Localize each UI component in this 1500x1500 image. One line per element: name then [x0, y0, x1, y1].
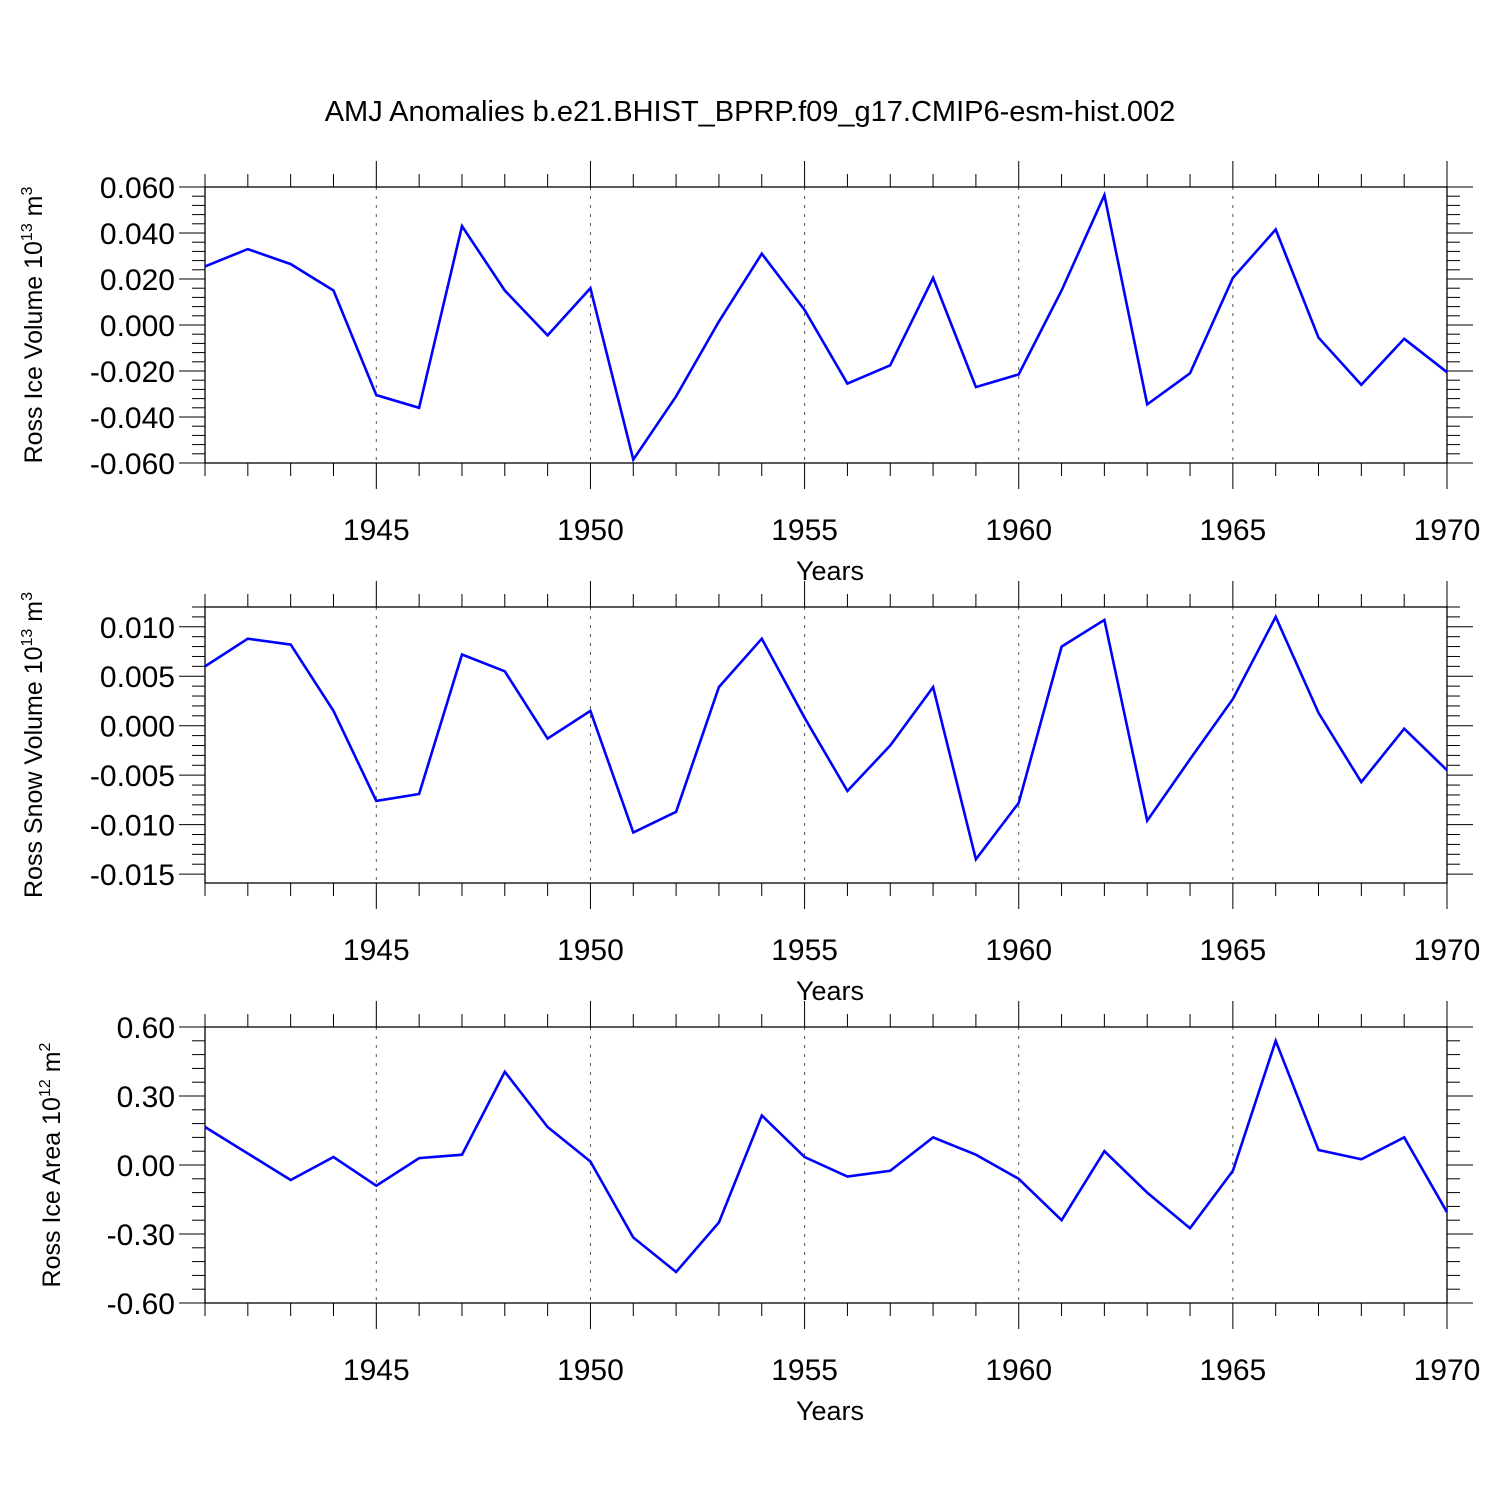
y-tick-label: -0.005: [90, 760, 175, 793]
x-tick-label: 1960: [985, 1354, 1052, 1387]
x-tick-label: 1965: [1199, 1354, 1266, 1387]
y-tick-label: 0.000: [100, 711, 175, 744]
y-tick-label: -0.015: [90, 859, 175, 892]
chart-panel-3: -0.60 -0.30 0.00 0.30 0.60 1945 1950 1955 1960 19…: [37, 1001, 1480, 1426]
y-tick-label: 0.040: [100, 218, 175, 251]
x-tick-label: 1955: [771, 1354, 838, 1387]
y-tick-label: -0.30: [107, 1219, 175, 1252]
y-tick-label: 0.30: [117, 1081, 175, 1114]
y-tick-label: 0.010: [100, 612, 175, 645]
x-tick-label: 1955: [771, 934, 838, 967]
x-tick-label: 1970: [1414, 514, 1481, 547]
y-axis-label: Ross Snow Volume 1013 m3: [19, 592, 48, 898]
x-tick-label: 1945: [343, 1354, 410, 1387]
x-tick-label: 1960: [985, 514, 1052, 547]
series-line: [204, 1036, 1449, 1274]
x-tick-label: 1970: [1414, 934, 1481, 967]
x-tick-label: 1970: [1414, 1354, 1481, 1387]
y-tick-label: 0.000: [100, 310, 175, 343]
y-tick-label: 0.060: [100, 172, 175, 205]
x-tick-label: 1955: [771, 514, 838, 547]
x-tick-label: 1965: [1199, 934, 1266, 967]
y-tick-label: 0.020: [100, 264, 175, 297]
y-axis-label: Ross Ice Area 1012 m2: [37, 1042, 66, 1287]
x-tick-label: 1965: [1199, 514, 1266, 547]
y-tick-label: 0.00: [117, 1150, 175, 1183]
plot-frame: [204, 186, 1448, 464]
x-tick-label: 1945: [343, 934, 410, 967]
plot-frame: [204, 1026, 1448, 1304]
x-tick-label: 1950: [557, 934, 624, 967]
y-tick-label: -0.060: [90, 448, 175, 481]
y-tick-label: 0.60: [117, 1012, 175, 1045]
y-tick-label: -0.60: [107, 1288, 175, 1321]
chart-panel-2: -0.015 -0.010 -0.005 0.000 0.005 0.010 1945 195…: [19, 581, 1480, 1006]
chart-panel-1: -0.060 -0.040 -0.020 0.000 0.020 0.040 0.060 19…: [19, 161, 1480, 586]
series-line: [204, 613, 1448, 863]
x-tick-label: 1945: [343, 514, 410, 547]
y-tick-label: 0.005: [100, 661, 175, 694]
figure-title: AMJ Anomalies b.e21.BHIST_BPRP.f09_g17.C…: [324, 96, 1176, 128]
y-tick-label: -0.040: [90, 402, 175, 435]
series-line: [204, 190, 1448, 463]
y-tick-label: -0.010: [90, 810, 175, 843]
x-tick-label: 1950: [557, 1354, 624, 1387]
y-axis-label: Ross Ice Volume 1013 m3: [19, 186, 48, 463]
x-axis-label: Years: [796, 556, 864, 586]
y-tick-label: -0.020: [90, 356, 175, 389]
x-tick-label: 1960: [985, 934, 1052, 967]
x-axis-label: Years: [796, 1396, 864, 1426]
x-tick-label: 1950: [557, 514, 624, 547]
x-axis-label: Years: [796, 976, 864, 1006]
